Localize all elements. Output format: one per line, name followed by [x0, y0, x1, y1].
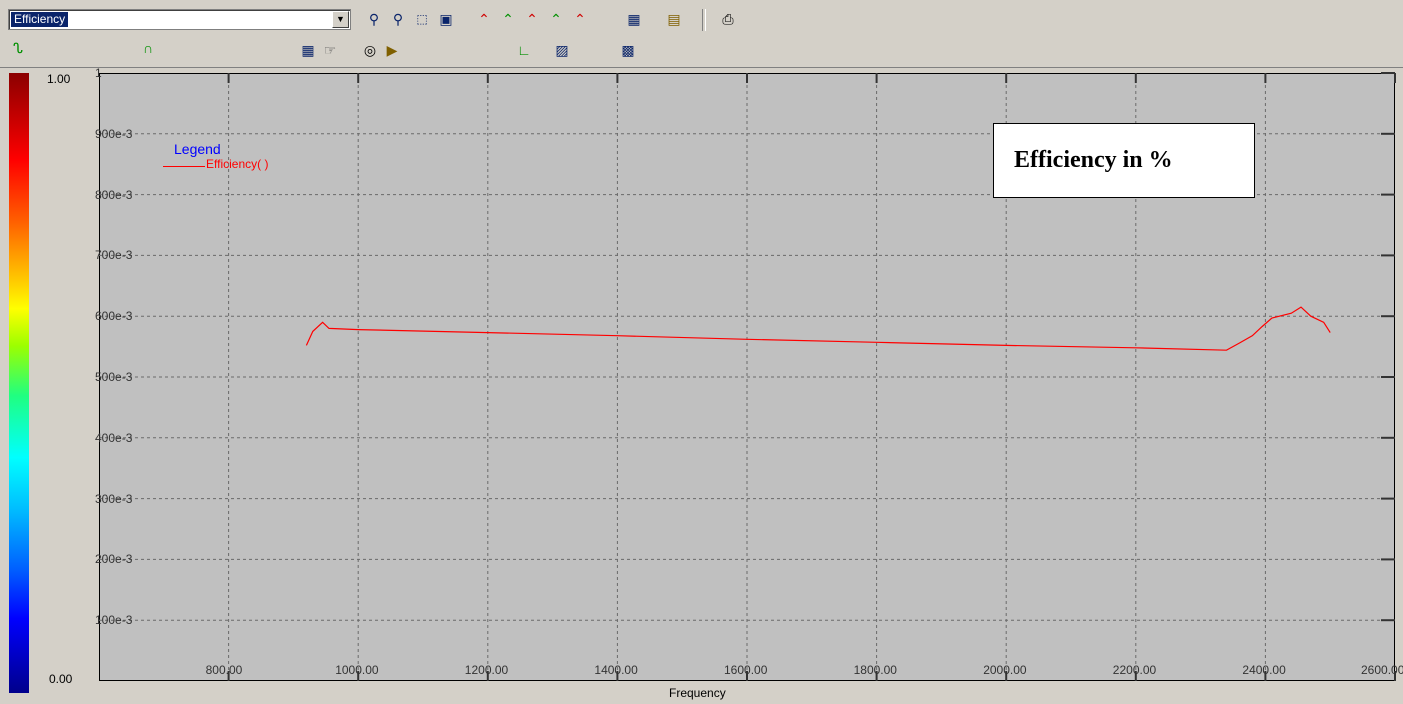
toolbar-separator	[702, 9, 706, 31]
x-tick-label: 1400.00	[594, 663, 638, 677]
print-icon[interactable]: ⎙	[722, 11, 734, 27]
dataset-select-value: Efficiency	[11, 12, 69, 27]
legend-line-swatch	[163, 166, 205, 167]
colorbar-max-label: 1.00	[47, 72, 71, 86]
y-tick-label: 800e-3	[95, 187, 133, 202]
zoom-in-icon[interactable]: ⚲	[392, 11, 404, 27]
series-line	[305, 306, 1331, 351]
y-tick-label: 400e-3	[95, 430, 133, 445]
marker-5-icon[interactable]: ⌃	[574, 11, 586, 27]
zoom-window-icon[interactable]: ⬚	[416, 12, 428, 26]
dataset-select[interactable]: Efficiency ▼	[8, 9, 351, 30]
x-tick-label: 2200.00	[1112, 663, 1157, 677]
legend-series-label: Efficiency( )	[206, 157, 269, 171]
zoom-fit-icon[interactable]: ▣	[439, 11, 453, 27]
secondary-toolbar: ᔐ ∩ ▦ ☞ ◎ ▶ ∟ ▨ ▩	[0, 36, 1403, 68]
colorbar-min-label: 0.00	[49, 672, 73, 686]
report-icon[interactable]: ▤	[667, 11, 681, 27]
x-tick-label: 1200.00	[464, 663, 509, 677]
zoom-out-icon[interactable]: ⚲	[368, 11, 380, 27]
y-tick-label: 1	[95, 66, 102, 80]
marker-1-icon[interactable]: ⌃	[478, 11, 490, 27]
chevron-down-icon[interactable]: ▼	[332, 11, 349, 28]
marker-2-icon[interactable]: ⌃	[502, 11, 514, 27]
data-cursor-icon[interactable]: ☞	[323, 42, 337, 58]
table-icon[interactable]: ▩	[621, 42, 635, 58]
x-tick-label: 2600.00	[1361, 663, 1403, 677]
y-tick-label: 900e-3	[95, 126, 133, 141]
y-tick-label: 700e-3	[95, 248, 133, 263]
y-tick-label: 100e-3	[95, 613, 133, 628]
x-tick-label: 1600.00	[724, 663, 768, 677]
color-scale	[9, 73, 29, 693]
x-tick-label: 800.00	[205, 663, 243, 677]
export-icon[interactable]: ▶	[386, 42, 398, 58]
polar-icon[interactable]: ◎	[363, 42, 377, 58]
x-tick-label: 2000.00	[983, 663, 1027, 677]
color-scale-bar	[9, 73, 29, 693]
chart-annotation: Efficiency in %	[993, 123, 1255, 198]
y-tick-label: 500e-3	[95, 370, 133, 384]
x-axis-label: Frequency	[669, 686, 726, 700]
y-tick-label: 200e-3	[95, 552, 133, 567]
chart-grid-icon[interactable]: ▦	[301, 42, 315, 58]
marker-3-icon[interactable]: ⌃	[526, 11, 538, 27]
chart-properties-icon[interactable]: ▦	[627, 11, 641, 27]
x-tick-label: 2400.00	[1242, 663, 1286, 677]
legend-title: Legend	[174, 141, 221, 157]
x-tick-label: 1800.00	[853, 663, 897, 677]
x-tick-label: 1000.00	[335, 663, 379, 677]
y-tick-label: 300e-3	[95, 491, 133, 506]
peak-marker-icon[interactable]: ∩	[142, 40, 154, 56]
main-toolbar: Efficiency ▼ ⚲ ⚲ ⬚ ▣ ⌃ ⌃ ⌃ ⌃ ⌃ ▦ ▤ ⎙	[0, 0, 1403, 36]
marker-4-icon[interactable]: ⌃	[550, 11, 562, 27]
trace-icon[interactable]: ▨	[555, 42, 569, 58]
curve-style-icon[interactable]: ᔐ	[13, 40, 23, 56]
axis-icon[interactable]: ∟	[517, 42, 531, 58]
y-tick-label: 600e-3	[95, 309, 133, 324]
